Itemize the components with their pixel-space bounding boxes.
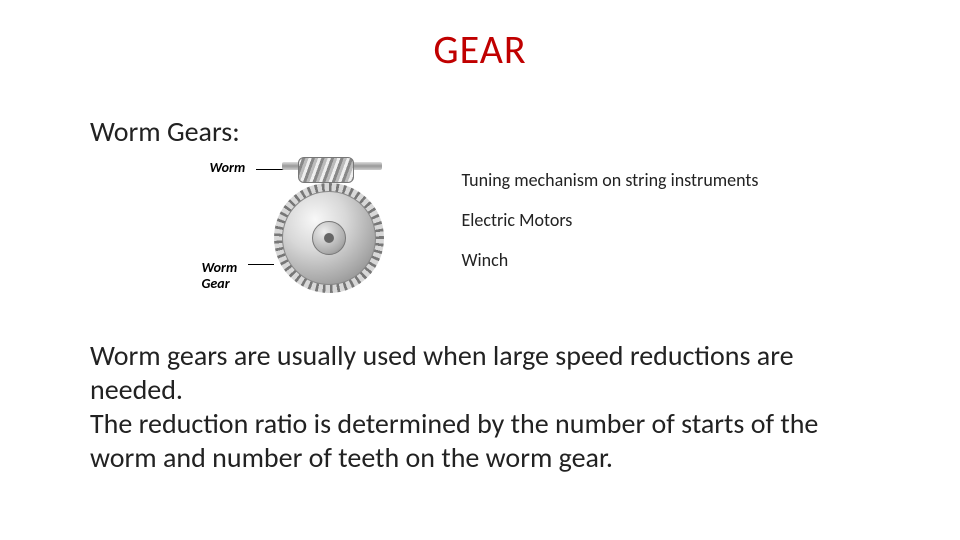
body-paragraph-2: The reduction ratio is determined by the… <box>90 407 870 475</box>
slide-subtitle: Worm Gears: <box>90 114 870 149</box>
body-text: Worm gears are usually used when large s… <box>90 339 870 476</box>
applications-list: Tuning mechanism on string instruments E… <box>462 159 759 271</box>
worm-helix-icon <box>298 157 354 183</box>
worm-label: Worm <box>210 159 246 176</box>
gear-label-leader <box>248 264 274 265</box>
application-item: Winch <box>462 249 759 271</box>
mid-row: Worm Worm Gear Tuning mechanism on strin… <box>90 159 870 309</box>
gear-icon <box>274 183 384 293</box>
application-item: Electric Motors <box>462 209 759 231</box>
gear-bore-icon <box>324 233 334 243</box>
slide-container: GEAR Worm Gears: Worm Worm Gear Tuning m… <box>0 0 960 540</box>
worm-gear-label: Worm Gear <box>202 260 238 291</box>
worm-gear-diagram: Worm Worm Gear <box>202 159 422 309</box>
application-item: Tuning mechanism on string instruments <box>462 169 759 191</box>
slide-title: GEAR <box>90 25 870 74</box>
body-paragraph-1: Worm gears are usually used when large s… <box>90 339 870 407</box>
